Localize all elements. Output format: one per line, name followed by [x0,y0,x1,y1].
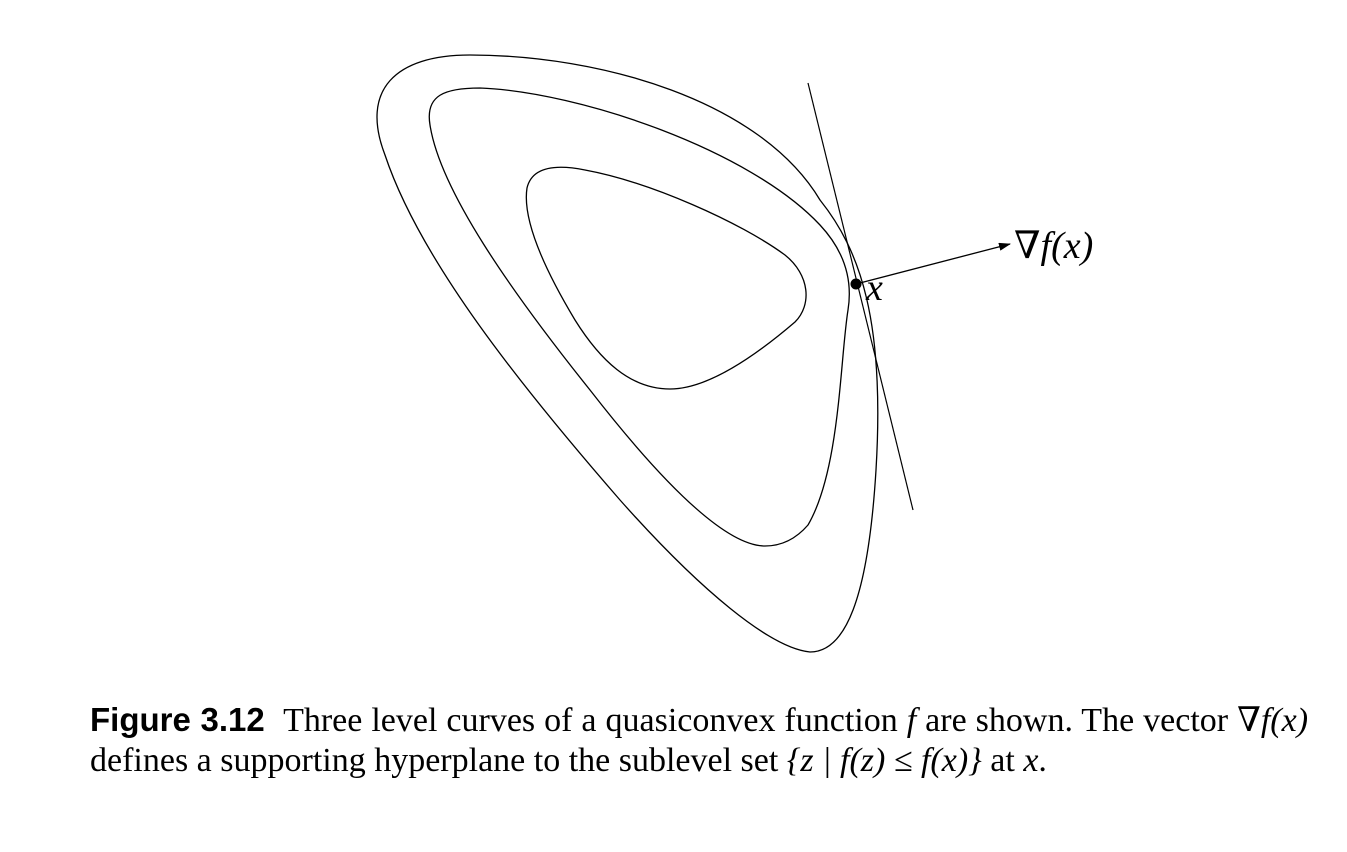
caption-text-2: are shown. The vector [916,702,1238,739]
figure-number: Figure 3.12 [90,701,265,738]
gradient-label: ∇f(x) [1014,225,1093,267]
caption-gradient: ∇f(x) [1237,702,1309,739]
figure-caption: Figure 3.12 Three level curves of a quas… [90,700,1308,781]
supporting-hyperplane-line [807,82,914,511]
point-x-label: x [865,267,883,309]
level-curves-figure: x ∇f(x) [376,54,1093,653]
middle-level-curve [428,87,850,547]
caption-text-4: at [981,742,1024,779]
outer-level-curve [376,54,879,653]
caption-text-1: Three level curves of a quasiconvex func… [283,702,907,739]
caption-text-5: . [1038,742,1047,779]
point-x-dot [850,278,862,290]
caption-text-3: defines a supporting hyperplane to the s… [90,742,787,779]
inner-level-curve [525,166,807,390]
caption-sublevel-set: {z | f(z) ≤ f(x)} [786,742,982,779]
caption-f: f [906,702,917,739]
gradient-vector-arrow [855,242,1011,285]
caption-x: x [1023,742,1039,779]
